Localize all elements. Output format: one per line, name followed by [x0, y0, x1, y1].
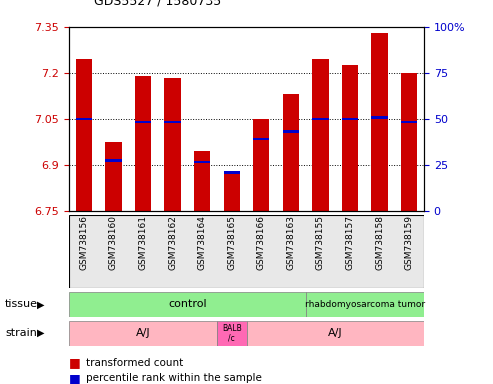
Bar — [194, 161, 211, 164]
Bar — [401, 121, 417, 124]
Text: rhabdomyosarcoma tumor: rhabdomyosarcoma tumor — [305, 300, 425, 309]
Bar — [135, 121, 151, 124]
Text: percentile rank within the sample: percentile rank within the sample — [86, 373, 262, 383]
Bar — [135, 76, 151, 211]
Bar — [342, 118, 358, 121]
Bar — [217, 321, 246, 346]
Text: GSM738163: GSM738163 — [286, 215, 295, 270]
Bar — [106, 142, 122, 211]
Bar — [76, 118, 92, 121]
Text: GSM738165: GSM738165 — [227, 215, 236, 270]
Text: ▶: ▶ — [37, 328, 44, 338]
Text: GSM738158: GSM738158 — [375, 215, 384, 270]
Text: ▶: ▶ — [37, 299, 44, 310]
Text: GSM738166: GSM738166 — [257, 215, 266, 270]
Bar — [76, 59, 92, 211]
Bar — [69, 292, 306, 317]
Bar — [283, 94, 299, 211]
Bar — [165, 121, 181, 124]
Bar — [401, 73, 417, 211]
Text: A/J: A/J — [136, 328, 150, 338]
Text: GSM738159: GSM738159 — [405, 215, 414, 270]
Bar — [306, 292, 424, 317]
Bar — [106, 159, 122, 162]
Bar — [253, 119, 269, 211]
Text: GSM738156: GSM738156 — [79, 215, 88, 270]
Bar — [372, 33, 387, 211]
Text: ■: ■ — [69, 372, 81, 384]
Text: GSM738162: GSM738162 — [168, 215, 177, 270]
Text: GSM738161: GSM738161 — [139, 215, 147, 270]
Bar — [283, 130, 299, 133]
Text: BALB
/c: BALB /c — [222, 324, 242, 342]
Bar — [224, 173, 240, 211]
Text: GSM738155: GSM738155 — [316, 215, 325, 270]
Text: GSM738160: GSM738160 — [109, 215, 118, 270]
Text: transformed count: transformed count — [86, 358, 183, 368]
Text: strain: strain — [5, 328, 37, 338]
Bar — [253, 137, 269, 141]
Bar — [165, 78, 181, 211]
Bar — [194, 151, 211, 211]
FancyBboxPatch shape — [69, 215, 424, 288]
Bar — [342, 65, 358, 211]
Bar — [69, 321, 217, 346]
Text: GSM738157: GSM738157 — [346, 215, 354, 270]
Text: A/J: A/J — [328, 328, 343, 338]
Text: ■: ■ — [69, 356, 81, 369]
Text: GSM738164: GSM738164 — [198, 215, 207, 270]
Bar — [246, 321, 424, 346]
Bar — [224, 171, 240, 174]
Text: tissue: tissue — [5, 299, 38, 310]
Bar — [313, 59, 329, 211]
Bar — [372, 116, 387, 119]
Bar — [313, 118, 329, 121]
Text: control: control — [168, 299, 207, 310]
Text: GDS5527 / 1580735: GDS5527 / 1580735 — [94, 0, 221, 8]
